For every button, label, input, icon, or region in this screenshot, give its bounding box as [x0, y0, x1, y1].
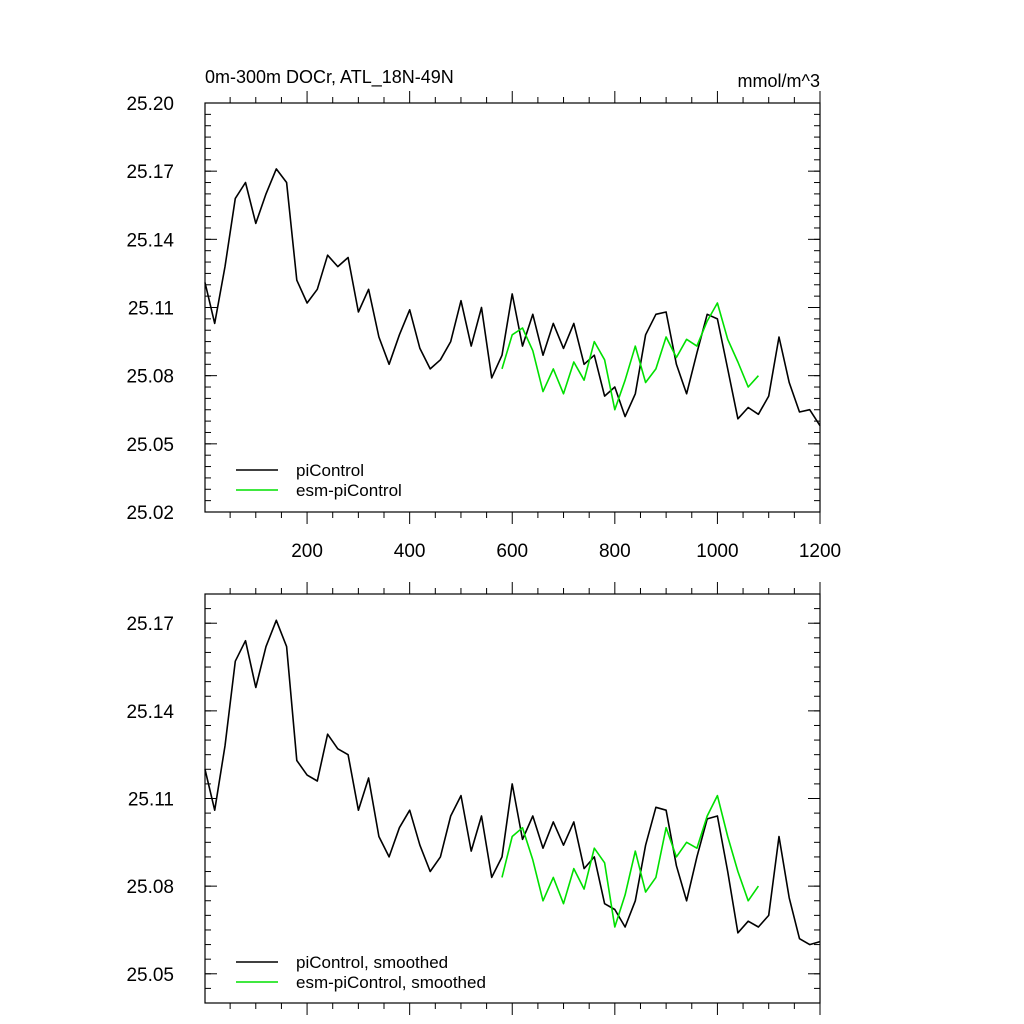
y-tick-label: 25.17 — [126, 614, 174, 635]
y-tick-label: 25.14 — [126, 230, 174, 251]
bottom-panel: 25.05 25.08 25.11 25.14 25.17 — [126, 582, 821, 1015]
top-legend: piControl esm-piControl — [236, 461, 402, 500]
y-tick-label: 25.05 — [126, 965, 174, 986]
series-line-picontrol — [204, 168, 821, 427]
legend-label-picontrol: piControl — [296, 461, 364, 480]
x-tick-label: 1200 — [799, 541, 841, 562]
y-tick-label: 25.05 — [126, 435, 174, 456]
x-tick-label: 800 — [599, 541, 631, 562]
x-tick-label: 1000 — [696, 541, 738, 562]
legend-label-esm-picontrol: esm-piControl — [296, 481, 402, 500]
series-line-picontrol-smoothed — [204, 619, 821, 946]
x-tick-label: 200 — [291, 541, 323, 562]
y-tick-label: 25.20 — [126, 94, 174, 115]
y-tick-label: 25.14 — [126, 702, 174, 723]
legend-label-picontrol-smoothed: piControl, smoothed — [296, 953, 448, 972]
chart-title: 0m-300m DOCr, ATL_18N-49N — [205, 67, 454, 88]
plot-frame — [204, 102, 821, 513]
plot-frame — [204, 593, 821, 1004]
bottom-legend: piControl, smoothed esm-piControl, smoot… — [236, 953, 486, 992]
units-label: mmol/m^3 — [738, 71, 820, 91]
x-tick-label: 400 — [394, 541, 426, 562]
x-tick-label: 600 — [496, 541, 528, 562]
y-tick-label: 25.11 — [128, 790, 174, 811]
y-tick-label: 25.08 — [126, 367, 174, 388]
y-tick-label: 25.02 — [126, 503, 174, 524]
y-tick-label: 25.08 — [126, 877, 174, 898]
top-panel: 25.02 25.05 25.08 25.11 25.14 25.17 25.20 200 40… — [126, 91, 841, 562]
y-tick-label: 25.11 — [128, 299, 174, 320]
y-tick-label: 25.17 — [126, 162, 174, 183]
series-line-esm-picontrol-smoothed — [501, 794, 760, 928]
legend-label-esm-picontrol-smoothed: esm-piControl, smoothed — [296, 973, 486, 992]
series-line-esm-picontrol — [501, 302, 759, 411]
